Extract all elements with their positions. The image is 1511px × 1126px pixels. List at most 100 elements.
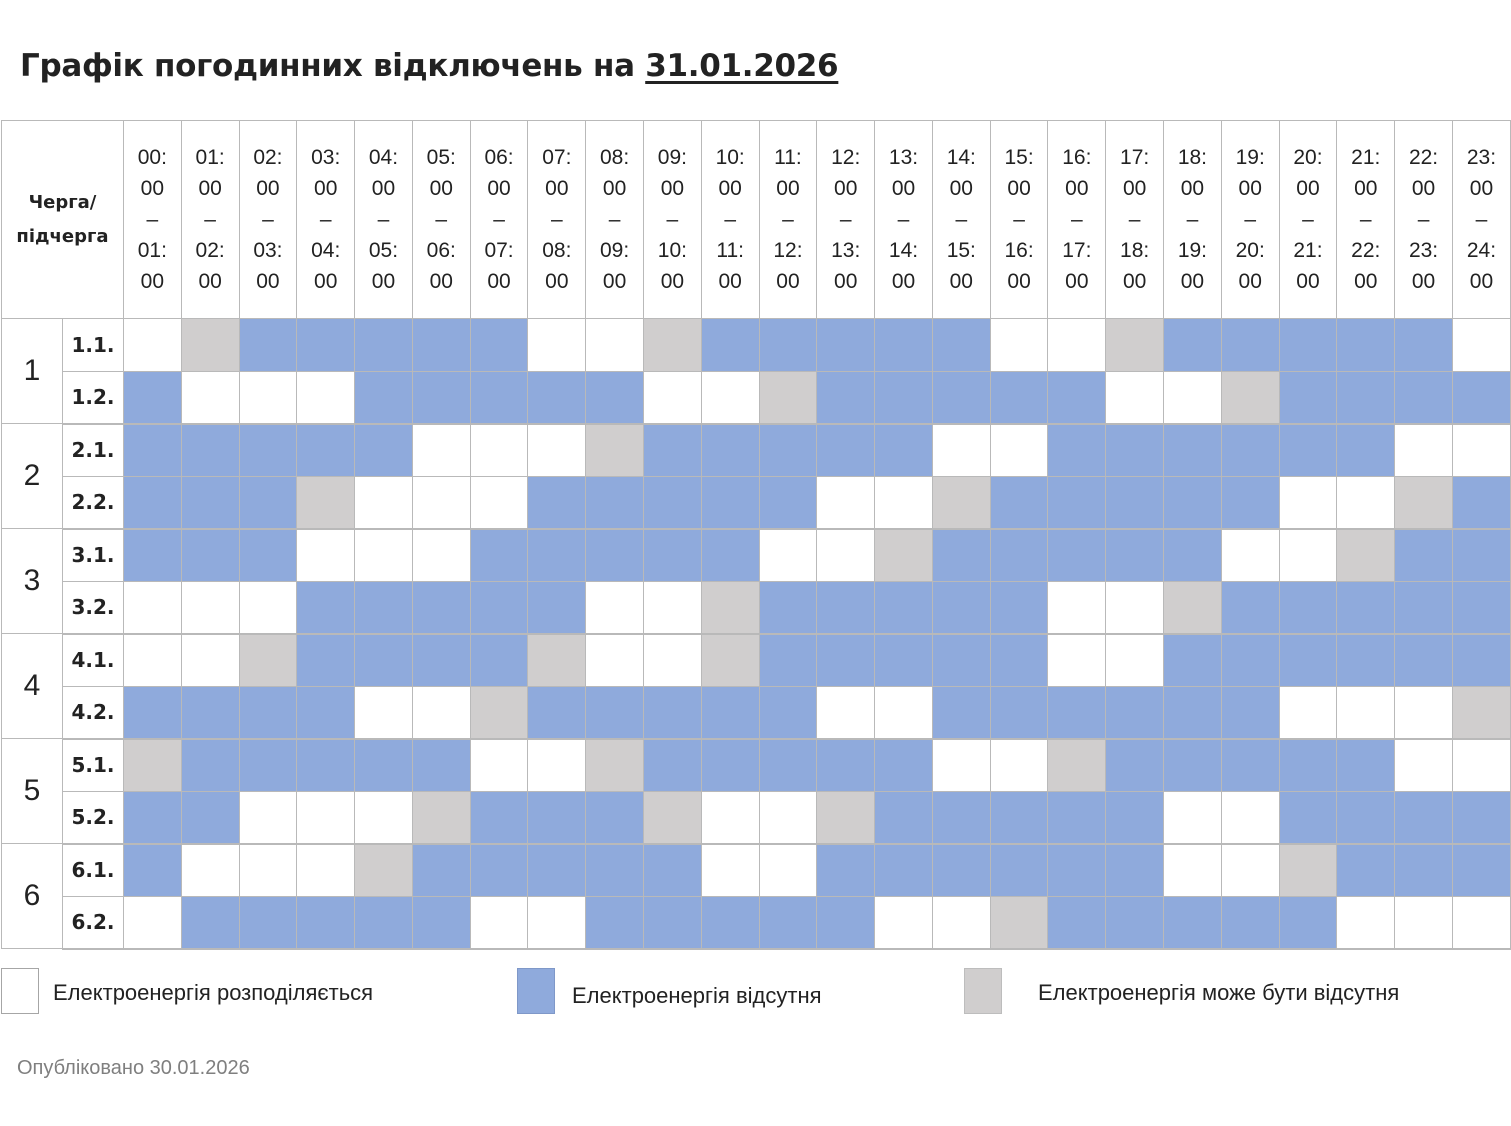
slot-power-off bbox=[758, 738, 818, 792]
hour-header-part: 16: bbox=[1004, 239, 1034, 262]
hour-header-part: 00 bbox=[660, 177, 685, 200]
slot-power-off bbox=[180, 685, 240, 740]
slot-power-on bbox=[354, 790, 413, 845]
hour-header: 20: 00 – 21: 00 bbox=[1278, 120, 1338, 319]
hour-header-part: 00 bbox=[256, 270, 280, 293]
hour-header-part: 19: bbox=[1235, 146, 1265, 169]
slot-power-off bbox=[1394, 580, 1453, 635]
hour-header-part: 13: bbox=[888, 146, 919, 169]
slot-power-off bbox=[1163, 738, 1222, 792]
slot-power-off bbox=[643, 895, 702, 950]
hour-header-part: 23: bbox=[1466, 146, 1497, 169]
slot-power-on bbox=[1278, 528, 1338, 582]
slot-power-on bbox=[354, 685, 413, 740]
slot-power-off bbox=[238, 318, 298, 372]
hour-header-part: 17: bbox=[1062, 239, 1092, 262]
hour-header-part: 00 bbox=[371, 270, 396, 293]
hour-header-part: – bbox=[839, 208, 852, 231]
slot-power-off bbox=[1336, 423, 1396, 477]
slot-power-on bbox=[1451, 895, 1511, 950]
slot-power-off bbox=[1105, 738, 1165, 792]
hour-header-part: 00 bbox=[1180, 177, 1205, 200]
subqueue-label: 4.2. bbox=[61, 685, 124, 740]
slot-power-on bbox=[238, 790, 298, 845]
slot-power-off bbox=[816, 738, 876, 792]
hour-header-part: 20: bbox=[1293, 146, 1323, 169]
hour-header-part: – bbox=[1475, 208, 1488, 231]
slot-power-off bbox=[296, 685, 356, 740]
legend-swatch-power-off bbox=[517, 968, 555, 1014]
slot-power-on bbox=[1163, 790, 1222, 845]
slot-power-on bbox=[816, 475, 876, 530]
slot-power-off bbox=[354, 738, 413, 792]
hour-header-part: 23: bbox=[1408, 239, 1439, 262]
hour-header-part: 17: bbox=[1120, 146, 1150, 169]
corner-label-line1: Черга/ bbox=[28, 191, 97, 213]
slot-power-on bbox=[469, 475, 529, 530]
hour-header-part: 00 bbox=[487, 177, 511, 200]
hour-header: 18: 00 – 19: 00 bbox=[1163, 120, 1222, 319]
hour-header-part: 15: bbox=[946, 239, 976, 262]
slot-possible-off bbox=[931, 475, 991, 530]
slot-power-off bbox=[874, 633, 933, 687]
slot-power-off bbox=[1105, 423, 1165, 477]
slot-power-off bbox=[989, 790, 1049, 845]
hour-header-part: 00 bbox=[1122, 270, 1147, 293]
slot-power-off bbox=[758, 318, 818, 372]
hour-header: 10: 00 – 11: 00 bbox=[700, 120, 760, 319]
hour-header-part: 00 bbox=[487, 270, 511, 293]
slot-possible-off bbox=[700, 633, 760, 687]
hour-header-part: 00 bbox=[891, 177, 916, 200]
slot-power-on bbox=[1451, 318, 1511, 372]
hour-header: 09: 00 – 10: 00 bbox=[643, 120, 702, 319]
slot-power-on bbox=[643, 580, 702, 635]
slot-power-on bbox=[354, 475, 413, 530]
slot-power-off bbox=[1163, 423, 1222, 477]
hour-header: 11: 00 – 12: 00 bbox=[758, 120, 818, 319]
hour-header-part: 00 bbox=[545, 177, 569, 200]
slot-power-on bbox=[989, 423, 1049, 477]
queue-label: 6 bbox=[1, 843, 63, 949]
hour-header-part: 00 bbox=[602, 177, 627, 200]
table-row: 2 2.1. bbox=[1, 423, 1511, 529]
slot-power-off bbox=[1278, 790, 1338, 845]
slot-power-on bbox=[296, 528, 356, 582]
slot-power-on bbox=[469, 738, 529, 792]
slot-power-off bbox=[874, 370, 933, 425]
slot-power-off bbox=[989, 685, 1049, 740]
hour-header-part: 21: bbox=[1351, 146, 1381, 169]
slot-power-off bbox=[354, 580, 413, 635]
hour-header-part: 00 bbox=[1296, 270, 1320, 293]
slot-power-off bbox=[931, 633, 991, 687]
slot-power-off bbox=[1336, 843, 1396, 897]
slot-power-off bbox=[1394, 843, 1453, 897]
hour-header-part: 00 bbox=[545, 270, 569, 293]
subqueue-label: 2.2. bbox=[61, 475, 124, 530]
slot-possible-off bbox=[1336, 528, 1396, 582]
table-row: 3.2. bbox=[2, 580, 1511, 635]
slot-power-on bbox=[585, 318, 644, 372]
hour-header-part: 00 bbox=[891, 270, 916, 293]
slot-power-off bbox=[1278, 370, 1338, 425]
hour-header-part: – bbox=[262, 208, 274, 231]
table-row: 2.2. bbox=[2, 475, 1511, 530]
slot-possible-off bbox=[180, 318, 240, 372]
slot-power-off bbox=[527, 843, 587, 897]
hour-header-part: 06: bbox=[484, 146, 514, 169]
slot-power-off bbox=[1047, 843, 1107, 897]
slot-possible-off bbox=[1451, 685, 1511, 740]
hour-header-part: 00 bbox=[1007, 270, 1031, 293]
hour-header-part: 21: bbox=[1293, 239, 1323, 262]
queue-label: 5 bbox=[1, 738, 63, 844]
slot-power-off bbox=[758, 685, 818, 740]
hours-header-row: Черга/ підчерга 00: 00–01: 00 01: 00–02: 00 02… bbox=[1, 120, 1511, 319]
slot-power-off bbox=[1163, 685, 1222, 740]
hour-header-part: 02: bbox=[195, 239, 225, 262]
slot-power-off bbox=[469, 318, 529, 372]
slot-power-off bbox=[989, 633, 1049, 687]
slot-power-off bbox=[122, 370, 182, 425]
slot-power-on bbox=[1220, 528, 1280, 582]
slot-power-off bbox=[296, 423, 356, 477]
hour-header: 14: 00 – 15: 00 bbox=[931, 120, 991, 319]
slot-power-off bbox=[238, 423, 298, 477]
